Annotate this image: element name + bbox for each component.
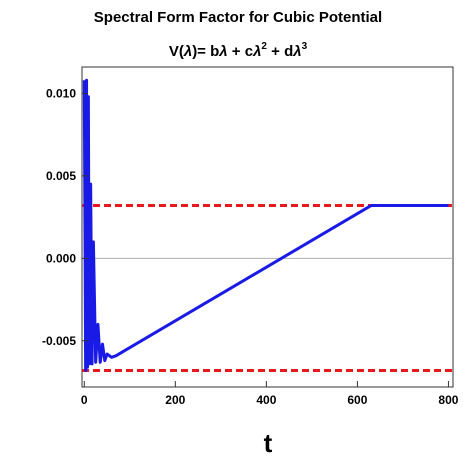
series-layer — [82, 78, 449, 373]
x-tick-label: 600 — [347, 393, 367, 407]
subtitle-b: )= b — [192, 43, 219, 60]
plot-frame — [81, 66, 454, 388]
series-line-1 — [82, 78, 449, 373]
chart-title: Spectral Form Factor for Cubic Potential — [94, 9, 382, 26]
subtitle-d: + d — [267, 43, 293, 60]
x-axis-label: t — [264, 428, 273, 458]
x-tick-label: 400 — [256, 393, 276, 407]
subtitle-lambda-1: λ — [183, 43, 192, 60]
y-axis-ticks: -0.005 0.000 0.005 0.010 — [42, 86, 88, 348]
y-tick-label: 0.000 — [46, 251, 76, 265]
x-tick-label: 800 — [438, 393, 458, 407]
y-tick-label: 0.010 — [46, 86, 76, 100]
subtitle-exponent-2: 2 — [261, 41, 267, 52]
subtitle-c: + c — [228, 43, 253, 60]
subtitle-exponent-3: 3 — [302, 41, 308, 52]
subtitle-lambda-3: λ — [252, 43, 261, 60]
subtitle-lambda-2: λ — [218, 43, 227, 60]
chart-subtitle: V(λ)= bλ + cλ2 + dλ3 — [169, 41, 308, 60]
x-axis-ticks: 0 200 400 600 800 — [81, 381, 459, 407]
subtitle-lambda-4: λ — [292, 43, 301, 60]
subtitle-prefix: V( — [169, 43, 184, 60]
x-tick-label: 0 — [81, 393, 88, 407]
x-tick-label: 200 — [165, 393, 185, 407]
reference-lines — [82, 204, 453, 373]
y-tick-label: -0.005 — [42, 334, 76, 348]
y-tick-label: 0.005 — [46, 169, 76, 183]
